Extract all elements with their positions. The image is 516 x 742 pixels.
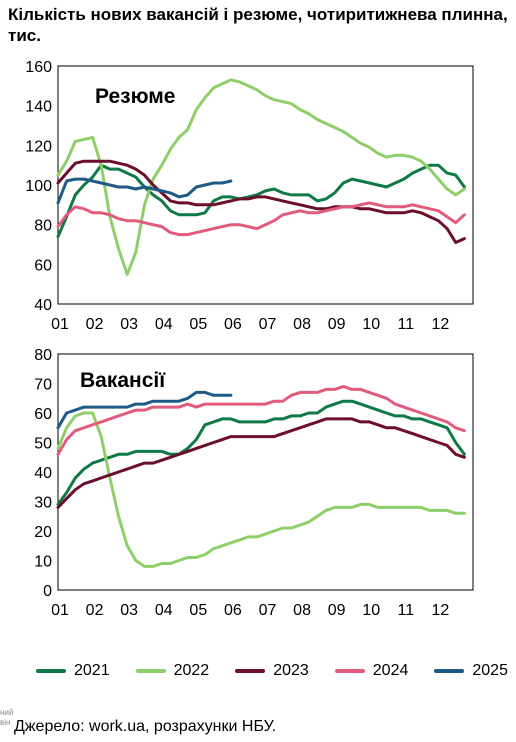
y-tick-label: 40 [34,297,52,314]
chart-title: Кількість нових вакансій і резюме, чотир… [8,5,508,45]
y-tick-label: 100 [25,178,52,195]
y-tick-label: 50 [34,436,52,453]
y-tick-label: 0 [43,583,52,600]
x-tick-label: 10 [362,316,380,333]
series-line-2024 [56,384,466,456]
y-tick-label: 60 [34,257,52,274]
x-tick-label: 11 [398,316,415,333]
series-line-2022 [56,78,466,276]
series-line-2023 [56,159,466,244]
x-tick-label: 02 [86,316,104,333]
y-tick-label: 160 [25,59,52,76]
plot-frame [57,65,474,305]
plot-frame [57,353,474,591]
side-text-fragment: ний він [0,708,14,727]
y-tick-label: 80 [34,347,52,364]
chart-panel-2: 0 10 20 30 40 50 60 70 80 01 02 03 04 05 06 07 08 09 10 11 1… [34,347,474,619]
y-tick-label: 60 [34,406,52,423]
x-tick-label: 01 [51,602,69,619]
legend-item-2023: 2023 [235,662,309,680]
y-tick-label: 120 [25,138,52,155]
x-tick-label: 05 [189,602,207,619]
series-line-2021 [56,399,466,506]
x-tick-label: 04 [155,602,173,619]
x-tick-label: 11 [398,602,415,619]
x-tick-label: 04 [155,316,173,333]
x-tick-label: 06 [224,602,242,619]
series-line-2025 [56,390,233,430]
x-tick-label: 03 [120,316,138,333]
series-line-2022 [56,411,466,568]
x-tick-label: 09 [328,316,346,333]
x-tick-label: 06 [224,316,242,333]
legend-label: 2021 [74,662,110,679]
x-tick-label: 08 [293,602,311,619]
x-tick-label: 02 [86,602,104,619]
panel-label: Вакансії [80,369,166,392]
legend-item-2022: 2022 [135,662,210,680]
y-tick-label: 40 [34,465,52,482]
x-tick-label: 08 [293,316,311,333]
legend-label: 2024 [372,662,409,679]
chart-panel-1: 40 60 80 100 120 140 160 01 02 03 04 05 06 07 08 09 10 11… [25,59,474,333]
y-tick-label: 70 [34,377,52,394]
panel-label: Резюме [95,85,175,108]
legend-label: 2023 [273,662,309,679]
x-tick-label: 07 [259,316,277,333]
series-line-2023 [56,417,466,509]
x-tick-label: 12 [432,316,450,333]
legend-swatch [135,669,166,673]
x-tick-label: 12 [432,602,450,619]
legend-swatch [235,669,266,673]
y-tick-label: 140 [25,99,52,116]
legend-label: 2022 [173,662,210,679]
series-line-2025 [56,177,233,205]
x-tick-label: 10 [362,602,380,619]
legend-item-2021: 2021 [36,662,110,680]
source-note: Джерело: work.ua, розрахунки НБУ. [14,718,277,735]
x-tick-label: 05 [189,316,207,333]
legend-item-2024: 2024 [334,662,409,680]
legend: 2021 2022 2023 2024 2025 [36,660,508,682]
x-tick-label: 07 [259,602,277,619]
y-tick-label: 80 [34,218,52,235]
y-tick-label: 20 [34,524,52,541]
legend-label: 2025 [472,662,508,679]
y-tick-label: 30 [34,495,52,512]
x-tick-label: 03 [120,602,138,619]
series-line-2024 [56,201,466,237]
x-tick-label: 01 [51,316,69,333]
y-tick-label: 10 [34,554,52,571]
x-tick-label: 09 [328,602,346,619]
legend-swatch [334,669,365,673]
legend-swatch [36,669,66,673]
legend-swatch [434,669,465,673]
legend-item-2025: 2025 [434,662,508,680]
series-line-2021 [56,163,466,239]
